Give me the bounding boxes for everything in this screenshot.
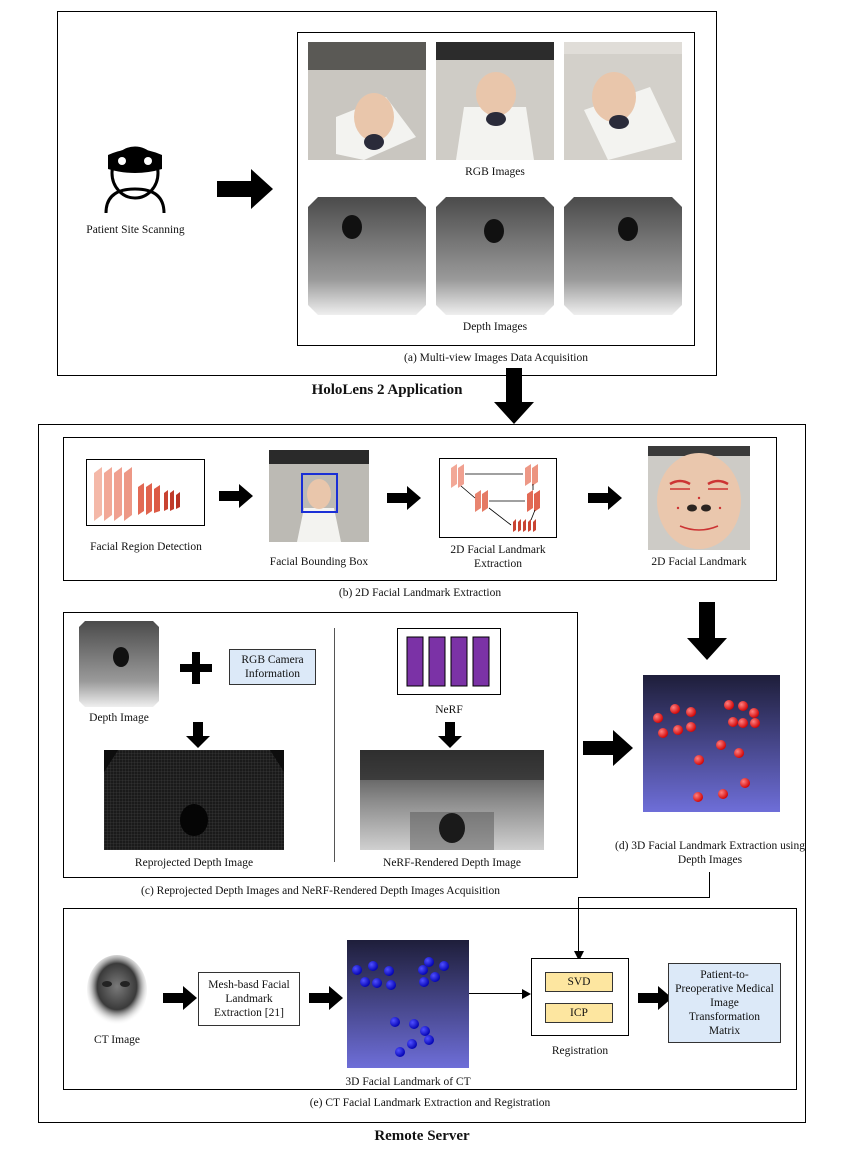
section-c-divider	[334, 628, 335, 862]
arrow-down-icon	[494, 368, 534, 424]
hololens-title: HoloLens 2 Application	[311, 382, 463, 398]
depth-image-small	[79, 621, 159, 707]
remote-server-frame	[38, 424, 806, 1123]
plus-icon	[180, 652, 212, 684]
rgb-camera-info-box: RGB Camera Information	[229, 649, 316, 685]
patient-label: Patient Site Scanning	[86, 224, 185, 236]
facial-region-detection-network	[86, 459, 205, 526]
arrow-right-icon	[638, 986, 672, 1010]
remote-server-title: Remote Server	[374, 1128, 470, 1144]
rgb-image-2	[436, 42, 554, 160]
rgb-image-1	[308, 42, 426, 160]
icp-box: ICP	[545, 1003, 613, 1023]
nerf-label: NeRF	[435, 704, 463, 716]
depth-image-label: Depth Image	[89, 712, 149, 724]
2d-facial-landmark-image	[648, 446, 750, 550]
depth-image-3	[564, 197, 682, 315]
step-label-1: Facial Region Detection	[90, 541, 202, 553]
section-b-caption: (b) 2D Facial Landmark Extraction	[338, 587, 502, 599]
arrow-right-icon	[219, 484, 253, 508]
reprojected-label: Reprojected Depth Image	[134, 857, 254, 869]
connector-line	[578, 897, 710, 899]
step-label-4: 2D Facial Landmark	[651, 556, 747, 568]
reprojected-depth-image	[104, 750, 284, 850]
mesh-extraction-box: Mesh-basd Facial Landmark Extraction [21…	[198, 972, 300, 1026]
rgb-image-3	[564, 42, 682, 160]
registration-box	[531, 958, 629, 1036]
arrow-right-icon	[387, 486, 421, 510]
ct-landmark-plot	[347, 940, 469, 1068]
ct-image	[79, 952, 155, 1030]
connector-line	[578, 897, 580, 953]
depth-image-1	[308, 197, 426, 315]
arrow-right-icon	[583, 730, 633, 766]
nerf-rendered-depth-image	[360, 750, 544, 850]
3d-landmark-plot	[643, 675, 780, 812]
section-e-caption: (e) CT Facial Landmark Extraction and Re…	[309, 1097, 551, 1109]
arrow-head-icon	[574, 951, 584, 961]
nerf-network-icon	[397, 628, 501, 695]
patient-scanning-icon	[104, 146, 166, 214]
arrow-head-icon	[522, 989, 531, 999]
arrow-down-icon	[687, 602, 727, 660]
depth-images-label: Depth Images	[462, 321, 528, 333]
ct-landmark-label: 3D Facial Landmark of CT	[345, 1076, 471, 1088]
arrow-right-icon	[163, 986, 197, 1010]
section-e-frame	[63, 908, 797, 1090]
landmark-extraction-network	[439, 458, 557, 538]
section-a-caption: (a) Multi-view Images Data Acquisition	[404, 352, 588, 364]
arrow-right-icon	[217, 169, 273, 209]
section-c-caption: (c) Reprojected Depth Images and NeRF-Re…	[141, 885, 500, 897]
facial-bounding-box-image	[269, 450, 369, 542]
ct-image-label: CT Image	[93, 1034, 141, 1046]
arrow-right-icon	[309, 986, 343, 1010]
section-d-caption: (d) 3D Facial Landmark Extraction using …	[614, 840, 805, 866]
step-label-3: 2D Facial Landmark Extraction	[434, 543, 562, 571]
svd-box: SVD	[545, 972, 613, 992]
arrow-right-icon	[588, 486, 622, 510]
connector-line	[709, 872, 711, 898]
arrow-down-icon	[438, 722, 462, 748]
rgb-images-label: RGB Images	[465, 166, 525, 178]
transformation-matrix-box: Patient-to-Preoperative Medical Image Tr…	[668, 963, 781, 1043]
depth-image-2	[436, 197, 554, 315]
registration-label: Registration	[551, 1045, 609, 1057]
connector-line	[469, 993, 524, 995]
nerf-rendered-label: NeRF-Rendered Depth Image	[383, 857, 521, 869]
step-label-3-text: 2D Facial Landmark Extraction	[450, 544, 546, 570]
step-label-2: Facial Bounding Box	[269, 556, 369, 568]
arrow-down-icon	[186, 722, 210, 748]
